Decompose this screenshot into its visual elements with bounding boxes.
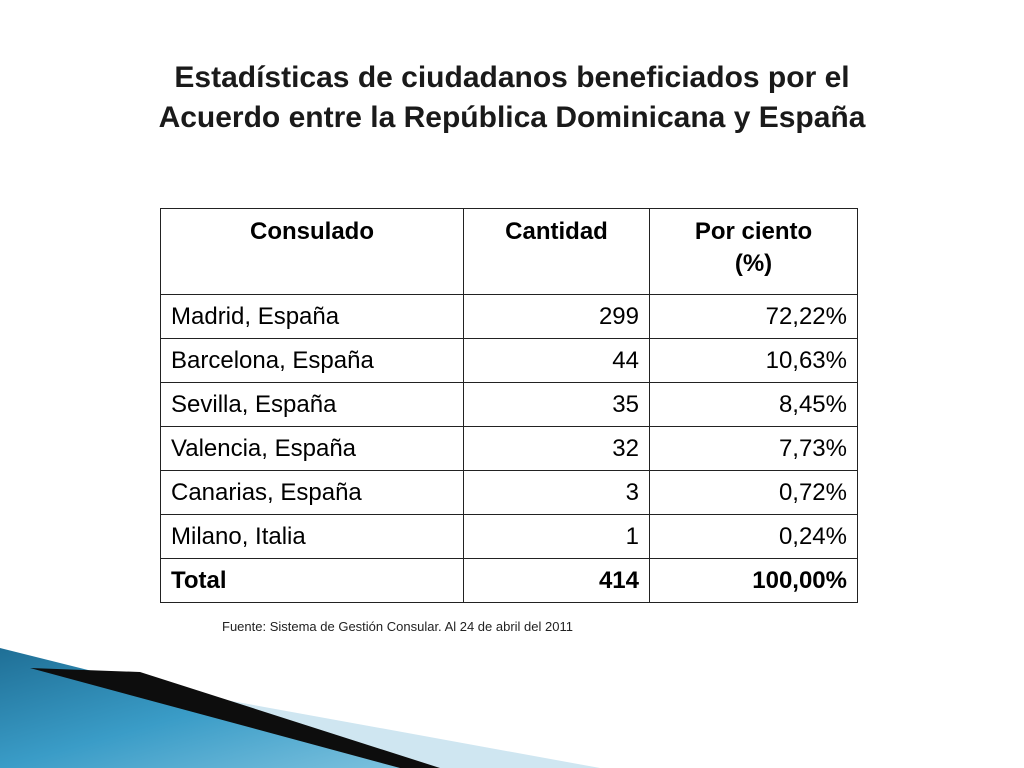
cell-por-ciento: 0,24%	[649, 514, 858, 559]
table-total-row: Total 414 100,00%	[160, 558, 858, 603]
table-row: Valencia, España 32 7,73%	[160, 426, 858, 471]
cell-cantidad: 1	[463, 514, 650, 559]
table-row: Sevilla, España 35 8,45%	[160, 382, 858, 427]
source-note: Fuente: Sistema de Gestión Consular. Al …	[222, 619, 573, 634]
statistics-table: Consulado Cantidad Por ciento (%) Madrid…	[160, 208, 858, 603]
cell-cantidad: 299	[463, 294, 650, 339]
cell-consulado: Milano, Italia	[160, 514, 464, 559]
table-row: Canarias, España 3 0,72%	[160, 470, 858, 515]
cell-consulado: Valencia, España	[160, 426, 464, 471]
cell-por-ciento: 0,72%	[649, 470, 858, 515]
cell-por-ciento: 8,45%	[649, 382, 858, 427]
cell-consulado: Barcelona, España	[160, 338, 464, 383]
total-label: Total	[160, 558, 464, 603]
table-row: Milano, Italia 1 0,24%	[160, 514, 858, 559]
header-cantidad: Cantidad	[463, 208, 650, 295]
cell-consulado: Canarias, España	[160, 470, 464, 515]
title-line-1: Estadísticas de ciudadanos beneficiados …	[174, 61, 850, 94]
cell-cantidad: 3	[463, 470, 650, 515]
decor-dark-stripe	[30, 668, 440, 768]
table-header-row: Consulado Cantidad Por ciento (%)	[160, 208, 858, 295]
cell-cantidad: 32	[463, 426, 650, 471]
decorative-corner-swoosh	[0, 648, 600, 768]
slide-title: Estadísticas de ciudadanos beneficiados …	[60, 58, 964, 138]
title-line-2: Acuerdo entre la República Dominicana y …	[158, 101, 866, 134]
cell-cantidad: 44	[463, 338, 650, 383]
cell-por-ciento: 72,22%	[649, 294, 858, 339]
cell-por-ciento: 10,63%	[649, 338, 858, 383]
header-por-ciento-line-2: (%)	[734, 250, 773, 277]
header-consulado: Consulado	[160, 208, 464, 295]
cell-por-ciento: 7,73%	[649, 426, 858, 471]
header-por-ciento-line-1: Por ciento	[694, 218, 813, 245]
total-por-ciento: 100,00%	[649, 558, 858, 603]
table-row: Madrid, España 299 72,22%	[160, 294, 858, 339]
cell-consulado: Sevilla, España	[160, 382, 464, 427]
table-row: Barcelona, España 44 10,63%	[160, 338, 858, 383]
cell-consulado: Madrid, España	[160, 294, 464, 339]
cell-cantidad: 35	[463, 382, 650, 427]
total-cantidad: 414	[463, 558, 650, 603]
header-por-ciento: Por ciento (%)	[649, 208, 858, 295]
